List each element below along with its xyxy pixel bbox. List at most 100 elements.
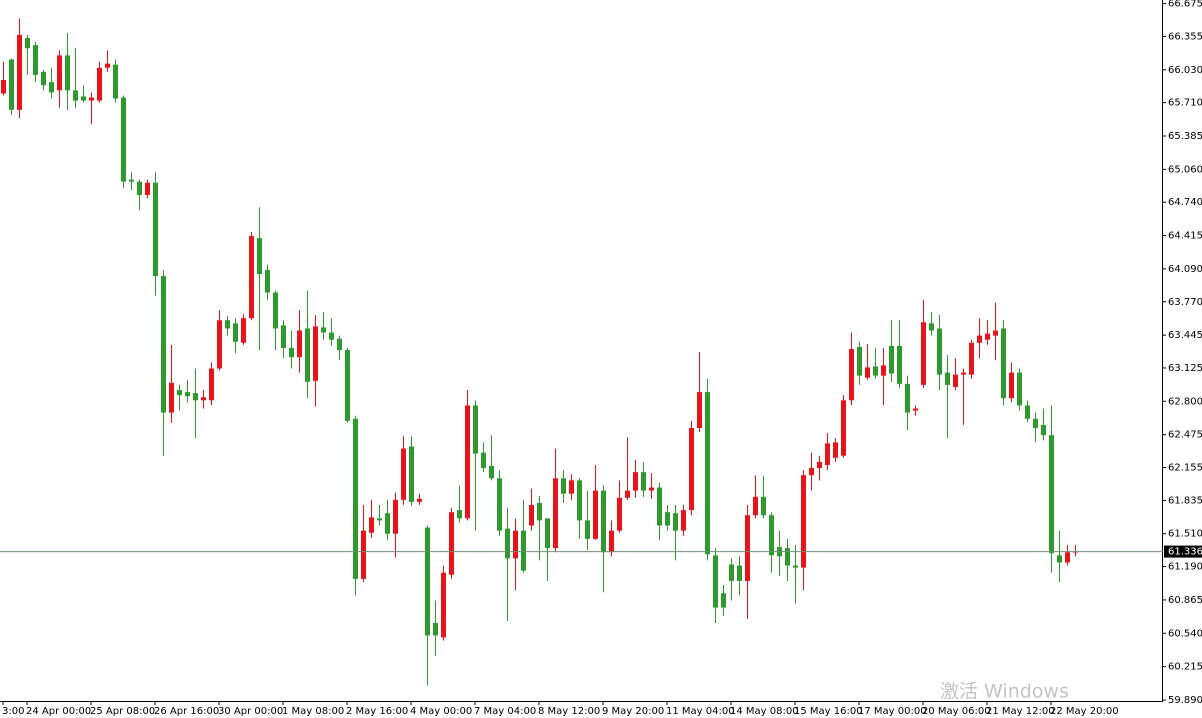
y-tick-label: 60.215 [1168, 662, 1202, 673]
candle-body [41, 71, 46, 86]
candle-body [657, 487, 662, 526]
x-tick-label: 20 May 06:00 [922, 706, 991, 717]
candle-body [249, 236, 254, 319]
candle-body [881, 365, 886, 376]
candle-body [593, 490, 598, 539]
y-tick-label: 63.125 [1168, 363, 1202, 374]
candle-body [1041, 424, 1046, 436]
candle-body [665, 512, 670, 526]
candle-body [441, 572, 446, 638]
candle-body [601, 490, 606, 553]
x-tick-label: 1 May 08:00 [282, 706, 344, 717]
candle-body [801, 475, 806, 568]
candle-body [793, 565, 798, 568]
candle-body [337, 338, 342, 350]
candle-body [449, 512, 454, 575]
candle-body [729, 564, 734, 581]
y-tick-label: 66.030 [1168, 65, 1202, 76]
candle-body [105, 63, 110, 68]
candle-body [473, 405, 478, 454]
candle-body [81, 96, 86, 101]
candle-body [857, 346, 862, 376]
y-tick-label: 65.385 [1168, 131, 1202, 142]
candle-body [689, 428, 694, 511]
x-tick-label: 22 May 20:00 [1050, 706, 1119, 717]
candle-body [457, 510, 462, 519]
candle-body [401, 448, 406, 500]
candle-body [529, 504, 534, 526]
y-tick-label: 66.355 [1168, 31, 1202, 42]
candle-body [305, 328, 310, 382]
y-tick-label: 64.090 [1168, 264, 1202, 275]
y-tick-label: 61.510 [1168, 529, 1202, 540]
candle-body [257, 238, 262, 275]
x-tick-label: 7 May 04:00 [474, 706, 536, 717]
candle-body [345, 350, 350, 421]
candle-body [969, 342, 974, 375]
candle-body [1049, 435, 1054, 554]
candle-body [761, 496, 766, 516]
candle-body [897, 345, 902, 384]
candle-body [1057, 555, 1062, 563]
x-tick-label: 25 Apr 08:00 [90, 706, 155, 717]
y-tick-label: 62.475 [1168, 430, 1202, 441]
candle-body [153, 182, 158, 277]
candle-body [825, 443, 830, 465]
candle-body [97, 67, 102, 101]
candle-body [289, 347, 294, 358]
candle-body [609, 530, 614, 553]
candle-body [313, 326, 318, 381]
x-tick-label: 11 May 04:00 [666, 706, 735, 717]
candle-body [849, 348, 854, 401]
candle-body [209, 368, 214, 401]
candle-body [233, 323, 238, 342]
candle-body [393, 499, 398, 534]
y-tick-label: 60.865 [1168, 595, 1202, 606]
y-tick-label: 63.445 [1168, 330, 1202, 341]
candle-body [817, 461, 822, 469]
candle-body [465, 405, 470, 519]
x-tick-label: 26 Apr 16:00 [154, 706, 219, 717]
candle-body [545, 518, 550, 549]
y-tick-label: 62.800 [1168, 396, 1202, 407]
candle-body [617, 497, 622, 531]
candle-body [561, 478, 566, 494]
candle-body [625, 490, 630, 498]
candle-body [985, 333, 990, 340]
candle-body [265, 269, 270, 293]
candle-body [521, 530, 526, 571]
candle-body [225, 320, 230, 329]
y-tick-label: 64.415 [1168, 231, 1202, 242]
candle-body [753, 496, 758, 516]
candle-body [929, 323, 934, 331]
candle-body [185, 392, 190, 397]
candle-body [1009, 372, 1014, 399]
candle-body [993, 330, 998, 336]
candle-body [1033, 418, 1038, 429]
candle-body [489, 465, 494, 479]
candle-body [145, 182, 150, 196]
candle-body [641, 472, 646, 491]
candle-body [873, 366, 878, 376]
candle-body [417, 498, 422, 502]
candle-body [193, 393, 198, 401]
candle-body [697, 392, 702, 429]
candle-body [65, 55, 70, 91]
candle-body [57, 55, 62, 91]
candle-body [73, 90, 78, 101]
candle-body [553, 478, 558, 549]
candle-body [737, 565, 742, 581]
candle-body [905, 383, 910, 413]
candle-body [49, 82, 54, 93]
candle-body [681, 510, 686, 531]
candle-body [17, 34, 22, 110]
candle-body [33, 45, 38, 75]
candle-body [121, 97, 126, 182]
candle-body [977, 335, 982, 343]
x-tick-label: 30 Apr 00:00 [218, 706, 283, 717]
x-tick-label: 14 May 08:00 [730, 706, 799, 717]
candle-body [633, 472, 638, 491]
candle-body [745, 515, 750, 581]
candle-body [113, 64, 118, 99]
